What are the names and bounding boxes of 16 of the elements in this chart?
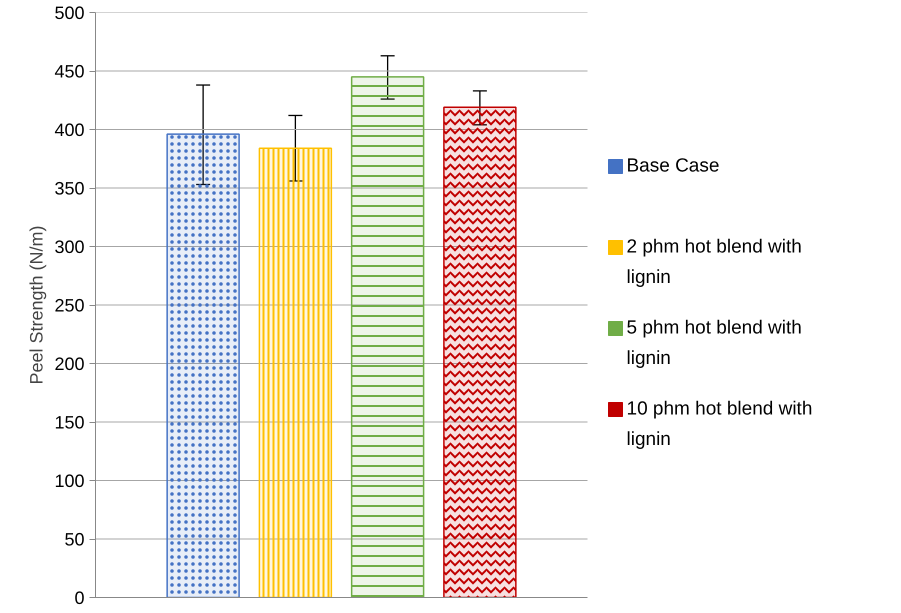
y-tick-label: 100 [54,471,85,491]
y-tick-label: 450 [54,62,85,82]
y-tick-label: 350 [54,178,85,198]
y-axis-title: Peel Strength (N/m) [26,225,46,385]
y-tick-label: 400 [54,120,85,140]
legend-label: 5 phm hot blend with lignin [626,318,802,369]
legend-label: 2 phm hot blend with lignin [626,236,802,288]
legend-label: Base Case [626,156,720,176]
y-tick-label: 200 [54,354,85,374]
y-tick-label: 250 [54,296,85,316]
y-tick-label: 500 [54,3,85,23]
legend-label: 10 phm hot blend with lignin [626,398,812,450]
y-tick-label: 300 [54,237,85,257]
y-tick-label: 0 [74,588,85,608]
y-tick-label: 150 [54,412,85,432]
y-tick-label: 50 [64,530,85,550]
